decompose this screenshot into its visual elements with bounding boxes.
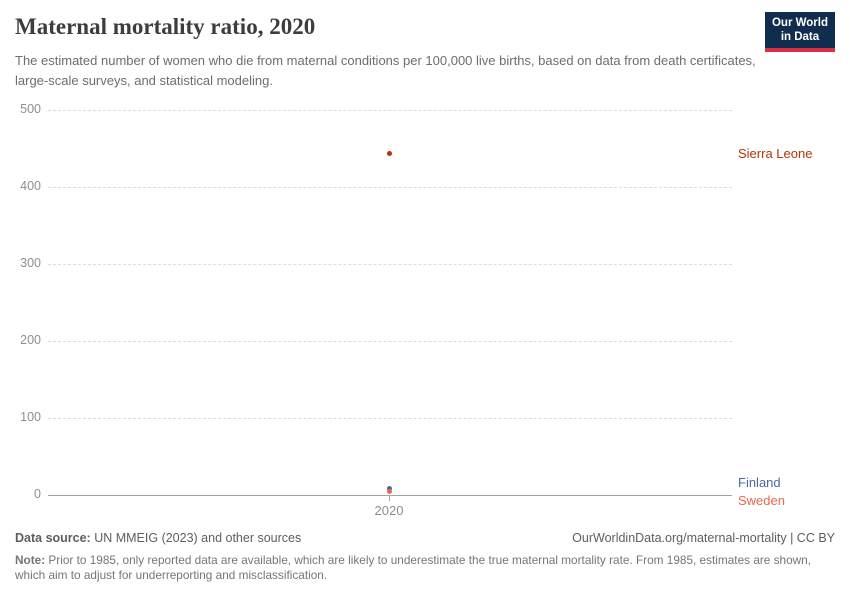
gridline-300: [48, 264, 732, 265]
chart-note-label: Note:: [15, 553, 46, 567]
owid-logo-line1: Our World: [771, 17, 828, 29]
entity-label-finland[interactable]: Finland: [738, 475, 781, 491]
data-point-sweden[interactable]: [387, 488, 392, 494]
data-point-sierra-leone[interactable]: [387, 151, 392, 157]
x-axis-line: [48, 495, 732, 496]
y-axis-tick-label: 300: [20, 256, 41, 270]
y-axis-tick-label: 0: [34, 487, 41, 501]
page-title: Maternal mortality ratio, 2020: [15, 14, 316, 39]
owid-logo[interactable]: Our World in Data: [764, 12, 835, 52]
x-axis-tick-label: 2020: [374, 503, 404, 518]
y-axis-tick-label: 100: [20, 410, 41, 424]
gridline-400: [48, 187, 732, 188]
gridline-500: [48, 110, 732, 111]
data-source-label: Data source:: [15, 531, 91, 545]
chart-note-text: Prior to 1985, only reported data are av…: [15, 553, 812, 582]
entity-label-sweden[interactable]: Sweden: [738, 492, 785, 508]
canonical-link[interactable]: OurWorldinData.org/maternal-mortality | …: [572, 531, 835, 545]
gridline-200: [48, 341, 732, 342]
chart-subtitle: The estimated number of women who die fr…: [15, 53, 756, 88]
entity-label-sierra-leone[interactable]: Sierra Leone: [738, 146, 813, 162]
owid-logo-line2: in Data: [780, 30, 820, 43]
y-axis-tick-label: 200: [20, 333, 41, 347]
x-axis-tick-mark: [389, 495, 390, 501]
data-source-text: UN MMEIG (2023) and other sources: [90, 531, 302, 545]
chart-note: Note: Prior to 1985, only reported data …: [15, 553, 839, 583]
y-axis-tick-label: 400: [20, 179, 41, 193]
gridline-100: [48, 418, 732, 419]
data-source: Data source: UN MMEIG (2023) and other s…: [15, 531, 301, 545]
y-axis-tick-label: 500: [20, 102, 41, 116]
